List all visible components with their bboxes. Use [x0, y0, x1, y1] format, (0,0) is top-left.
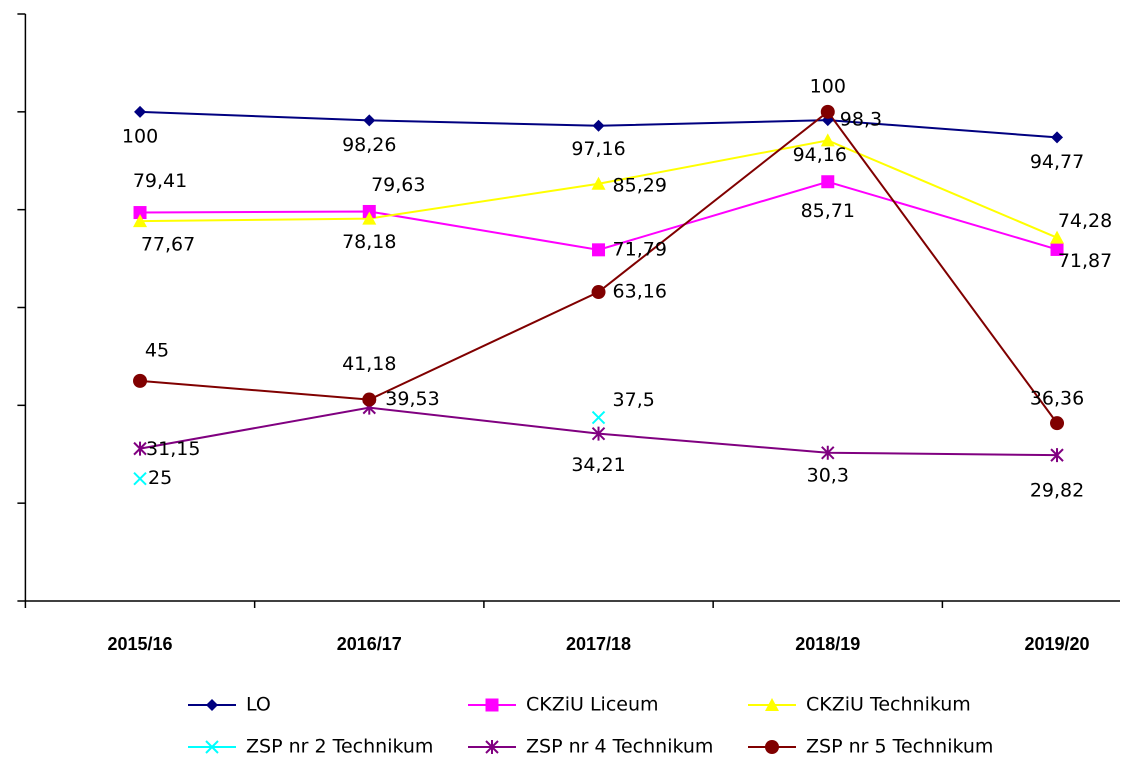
data-label: 78,18 [342, 231, 396, 253]
marker [821, 175, 835, 189]
marker [821, 445, 835, 460]
marker [485, 740, 499, 754]
marker [205, 740, 219, 754]
data-label: 39,53 [385, 388, 439, 410]
marker [591, 426, 606, 441]
marker [591, 285, 606, 300]
data-label: 79,63 [371, 174, 425, 196]
marker [133, 373, 148, 388]
x-tick-label: 2016/17 [337, 634, 402, 654]
marker [820, 104, 835, 119]
marker [133, 206, 147, 220]
marker [133, 472, 147, 486]
data-label: 74,28 [1058, 210, 1112, 232]
marker [765, 740, 779, 754]
legend-label: ZSP nr 2 Technikum [246, 736, 433, 758]
marker [133, 441, 147, 456]
marker [206, 699, 218, 711]
data-label: 25 [148, 467, 172, 489]
data-label: 71,87 [1058, 250, 1112, 272]
legend-label: LO [246, 694, 271, 716]
data-label: 34,21 [571, 454, 625, 476]
marker [765, 698, 779, 711]
x-tick-label: 2019/20 [1024, 634, 1089, 654]
data-label: 77,67 [141, 234, 195, 256]
data-label: 45 [145, 339, 169, 361]
x-tick-label: 2017/18 [566, 634, 631, 654]
data-label: 79,41 [133, 170, 187, 192]
data-label: 41,18 [342, 353, 396, 375]
data-label: 29,82 [1030, 480, 1084, 502]
marker [363, 114, 376, 127]
data-label: 100 [810, 75, 846, 97]
marker [592, 119, 605, 132]
data-label: 85,29 [613, 174, 667, 196]
marker [1050, 416, 1065, 431]
data-label: 98,26 [342, 134, 396, 156]
data-label: 85,71 [801, 200, 855, 222]
data-label: 98,3 [840, 109, 882, 131]
marker [820, 133, 835, 147]
marker [1050, 448, 1064, 463]
marker [362, 211, 377, 225]
x-tick-label: 2018/19 [795, 634, 860, 654]
marker [1050, 230, 1065, 244]
data-label: 94,16 [793, 144, 847, 166]
marker [134, 105, 147, 118]
marker [485, 698, 499, 712]
legend-label: CKZiU Liceum [526, 694, 659, 716]
data-label: 37,5 [613, 389, 655, 411]
data-label: 36,36 [1030, 388, 1084, 410]
marker [591, 176, 606, 190]
data-label: 63,16 [613, 281, 667, 303]
legend-label: ZSP nr 5 Technikum [806, 736, 993, 758]
marker [1050, 242, 1064, 256]
marker [592, 243, 606, 257]
data-label: 30,3 [807, 464, 849, 486]
legend-label: CKZiU Technikum [806, 694, 971, 716]
series-line [140, 180, 1058, 251]
marker [591, 410, 606, 425]
marker [1051, 131, 1064, 144]
legend-label: ZSP nr 4 Technikum [526, 736, 713, 758]
marker [362, 204, 376, 218]
data-label: 71,79 [613, 238, 667, 260]
marker [362, 392, 377, 407]
data-label: 100 [122, 125, 158, 147]
marker [133, 214, 148, 228]
x-tick-label: 2015/16 [107, 634, 172, 654]
data-label: 94,77 [1030, 151, 1084, 173]
data-label: 97,16 [571, 138, 625, 160]
data-label: 31,15 [146, 438, 200, 460]
